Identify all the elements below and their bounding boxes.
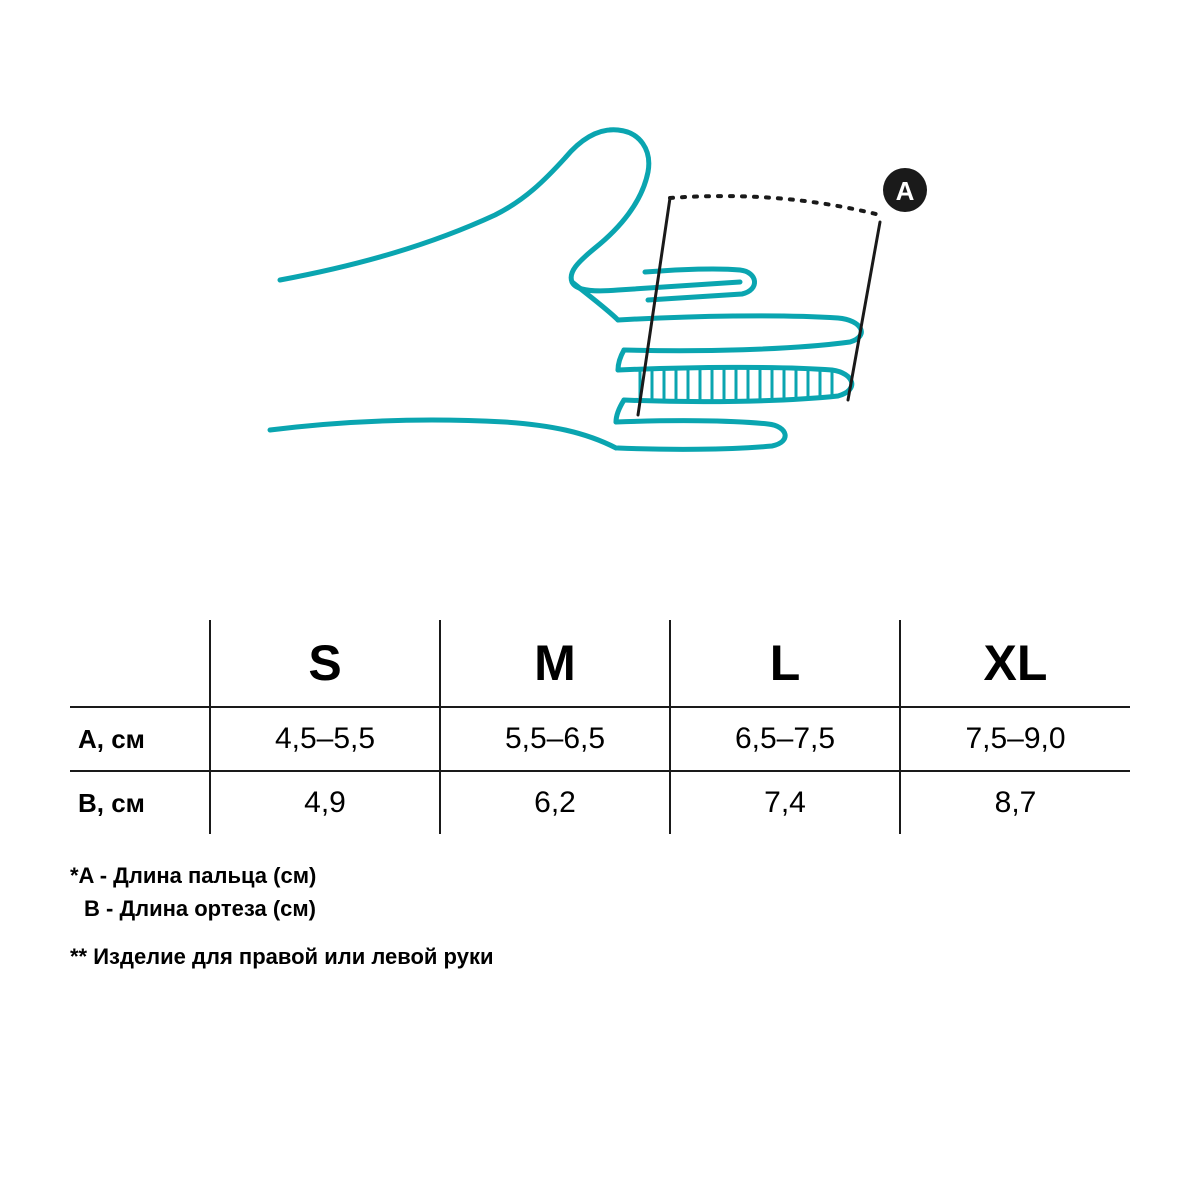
footnote-hand: ** Изделие для правой или левой руки (70, 943, 1130, 972)
table-header-row: S M L XL (70, 620, 1130, 707)
row-label-a: A, см (70, 707, 210, 771)
table-header-s: S (210, 620, 440, 707)
cell: 6,2 (440, 771, 670, 834)
row-label-b: B, см (70, 771, 210, 834)
cell: 8,7 (900, 771, 1130, 834)
measurement-label-a: A (896, 176, 915, 206)
table-row: B, см 4,9 6,2 7,4 8,7 (70, 771, 1130, 834)
table-header-xl: XL (900, 620, 1130, 707)
footnotes: *A - Длина пальца (см) B - Длина ортеза … (70, 862, 1130, 972)
cell: 6,5–7,5 (670, 707, 900, 771)
cell: 7,4 (670, 771, 900, 834)
cell: 4,5–5,5 (210, 707, 440, 771)
table-header-l: L (670, 620, 900, 707)
cell: 7,5–9,0 (900, 707, 1130, 771)
footnote-a: *A - Длина пальца (см) (70, 862, 1130, 891)
cell: 4,9 (210, 771, 440, 834)
sizing-table-area: S M L XL A, см 4,5–5,5 5,5–6,5 6,5–7,5 7… (70, 620, 1130, 834)
cell: 5,5–6,5 (440, 707, 670, 771)
table-header-empty (70, 620, 210, 707)
hand-diagram: A (70, 40, 1130, 580)
footnote-b: B - Длина ортеза (см) (70, 895, 1130, 924)
hand-illustration: A (220, 70, 980, 550)
table-header-m: M (440, 620, 670, 707)
sizing-table: S M L XL A, см 4,5–5,5 5,5–6,5 6,5–7,5 7… (70, 620, 1130, 834)
table-row: A, см 4,5–5,5 5,5–6,5 6,5–7,5 7,5–9,0 (70, 707, 1130, 771)
